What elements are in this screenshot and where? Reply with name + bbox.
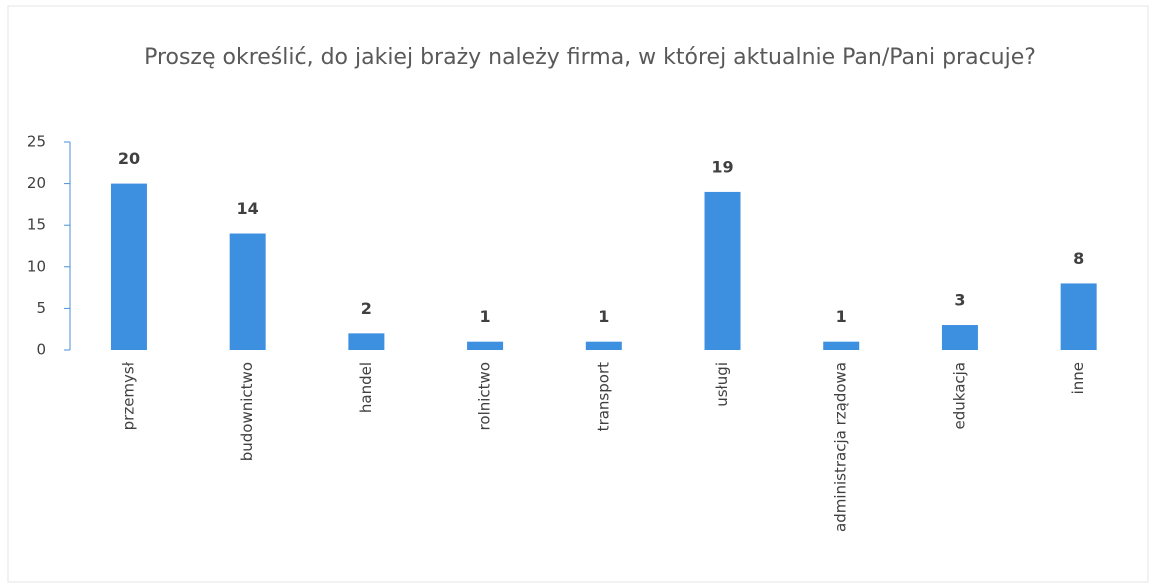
x-tick-label: administracja rządowa [832,362,850,532]
y-tick-label: 20 [27,174,46,192]
bar [348,333,385,350]
x-tick-label: handel [357,362,375,413]
data-label: 14 [237,199,259,218]
data-label: 2 [361,299,372,318]
data-label: 8 [1073,249,1084,268]
bar [704,191,741,350]
chart-title: Proszę określić, do jakiej braży należy … [144,45,1036,70]
x-tick-label: przemysł [119,361,137,430]
data-label: 20 [118,149,140,168]
data-label: 1 [480,307,491,326]
y-tick-label: 15 [27,216,46,234]
x-tick-label: budownictwo [238,362,256,461]
data-label: 1 [598,307,609,326]
y-tick-label: 5 [36,299,46,317]
chart-frame [7,5,1149,583]
y-tick-label: 0 [36,341,46,359]
bar [585,341,622,350]
bar [941,325,978,350]
bar [1060,283,1097,350]
x-tick-label: usługi [713,362,731,407]
x-tick-label: inne [1069,362,1087,394]
y-tick-label: 10 [27,257,46,275]
data-label: 3 [954,291,965,310]
bar [229,233,266,350]
x-tick-label: edukacja [950,362,968,429]
bar [110,183,147,350]
x-tick-label: rolnictwo [476,362,494,430]
bar [467,341,504,350]
x-tick-label: transport [594,362,612,431]
data-label: 19 [711,157,733,176]
data-label: 1 [836,307,847,326]
bar [823,341,860,350]
y-tick-label: 25 [27,133,46,151]
